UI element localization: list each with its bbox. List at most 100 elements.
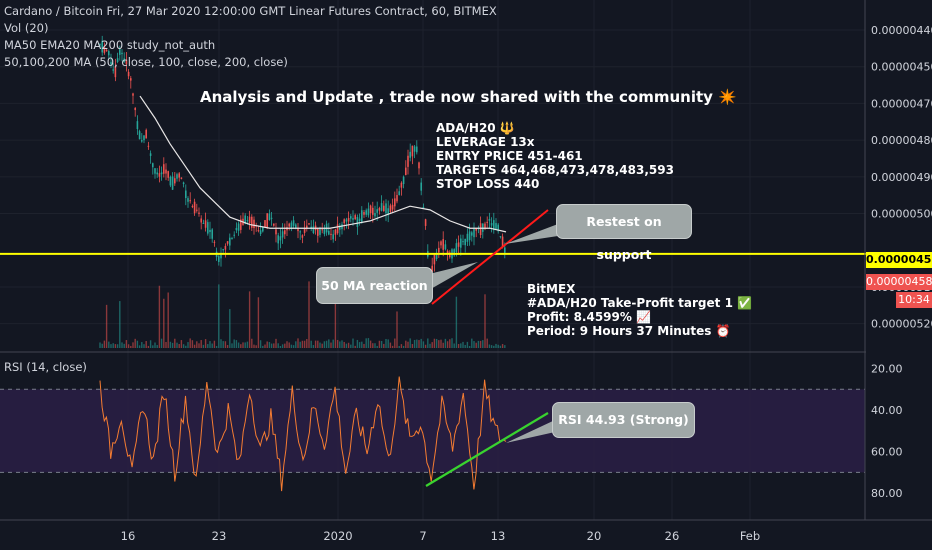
candle-body — [396, 195, 398, 202]
volume-bar — [246, 341, 249, 348]
candle-body — [354, 215, 356, 220]
volume-bar — [156, 345, 158, 348]
current-price-tag: 0.00000459 — [866, 252, 932, 268]
candle-body — [156, 172, 158, 175]
volume-bar — [270, 343, 273, 348]
volume-bar — [499, 345, 502, 348]
notice-line: #ADA/H20 Take-Profit target 1 ✅ — [527, 296, 753, 310]
candle-body — [306, 225, 308, 229]
volume-bar — [158, 285, 161, 348]
candle-body — [438, 247, 440, 253]
candle-body — [266, 213, 268, 228]
volume-bar — [251, 338, 253, 348]
candle-body — [138, 131, 141, 140]
ma-study-label[interactable]: MA50 EMA20 MA200 study_not_auth — [4, 38, 216, 52]
candle-body — [165, 169, 167, 174]
volume-bar — [200, 340, 202, 348]
volume-bar — [198, 343, 200, 348]
volume-bar — [347, 342, 350, 348]
volume-bar — [376, 345, 378, 348]
price-tick-label: 0.00000490 — [871, 171, 932, 184]
volume-bar — [176, 342, 178, 348]
price-tick-label: 0.00000480 — [871, 134, 932, 147]
last-price-tag: 0.00000458 — [866, 274, 932, 290]
volume-bar — [182, 344, 185, 348]
ma-reaction-callout-pointer — [429, 262, 478, 290]
volume-bar — [504, 345, 506, 348]
volume-bar — [215, 345, 218, 348]
candle-body — [385, 203, 387, 214]
volume-bar — [350, 344, 352, 348]
volume-bar — [385, 338, 387, 348]
volume-bar — [358, 342, 361, 348]
volume-bar — [281, 344, 284, 348]
volume-bar — [273, 343, 275, 348]
volume-bar — [123, 343, 125, 348]
candle-body — [251, 216, 253, 228]
candle-body — [193, 201, 196, 214]
volume-bar — [367, 338, 370, 348]
time-tick-label: 23 — [212, 529, 227, 543]
ma-reaction-callout[interactable]: 50 MA reaction — [316, 267, 433, 304]
volume-bar — [372, 343, 374, 348]
candle-body — [196, 209, 198, 211]
candle-body — [372, 207, 374, 215]
volume-bar — [226, 345, 229, 348]
candle-body — [149, 153, 152, 156]
volume-bar — [189, 338, 191, 348]
candle-body — [222, 249, 224, 251]
candle-body — [99, 44, 101, 46]
volume-bar — [314, 340, 317, 348]
volume-bar — [354, 345, 356, 348]
trade-line: STOP LOSS 440 — [436, 177, 540, 191]
candle-body — [347, 218, 350, 222]
candle-body — [499, 236, 502, 238]
candle-body — [433, 253, 436, 265]
volume-bar — [187, 342, 189, 348]
candle-body — [189, 200, 191, 202]
rsi-trend-line[interactable] — [425, 412, 549, 487]
volume-bars — [99, 281, 506, 348]
ma-set-label[interactable]: 50,100,200 MA (50, close, 100, close, 20… — [4, 55, 288, 69]
volume-bar — [493, 345, 495, 348]
volume-bar — [222, 341, 224, 348]
volume-bar — [374, 343, 376, 348]
volume-bar — [108, 341, 110, 348]
countdown-tag: 10:34 — [896, 292, 932, 308]
price-trend-line[interactable] — [431, 209, 549, 305]
candle-body — [398, 191, 400, 195]
volume-bar — [248, 291, 251, 348]
candle-body — [497, 224, 499, 232]
candle-body — [121, 52, 123, 55]
volume-bar — [433, 338, 436, 348]
price-tick-label: 0.00000440 — [871, 24, 932, 37]
volume-bar — [163, 298, 165, 348]
trade-details: ADA/H20 🔱 LEVERAGE 13x ENTRY PRICE 451-4… — [436, 121, 674, 191]
candle-body — [361, 210, 363, 222]
candle-body — [409, 151, 411, 158]
candle-body — [171, 176, 174, 190]
volume-bar — [171, 342, 174, 348]
volume-bar — [204, 339, 207, 348]
candle-body — [402, 176, 405, 185]
candle-body — [457, 242, 460, 247]
candle-body — [237, 223, 240, 231]
volume-bar — [297, 338, 299, 348]
rsi-callout[interactable]: RSI 44.93 (Strong) — [552, 402, 695, 438]
candle-body — [198, 212, 200, 214]
candle-body — [270, 217, 273, 219]
volume-bar — [486, 338, 488, 348]
volume-bar — [464, 344, 466, 348]
retest-callout[interactable]: Restest on support — [556, 204, 692, 262]
retest-callout-pointer — [505, 224, 558, 244]
candle-body — [495, 223, 497, 229]
volume-bar — [407, 341, 409, 348]
candle-body — [116, 58, 119, 63]
volume-bar — [149, 340, 152, 348]
candle-body — [356, 216, 359, 227]
volume-bar — [147, 345, 150, 348]
volume-label[interactable]: Vol (20) — [4, 21, 49, 35]
rsi-label[interactable]: RSI (14, close) — [4, 360, 87, 374]
volume-bar — [220, 339, 222, 348]
